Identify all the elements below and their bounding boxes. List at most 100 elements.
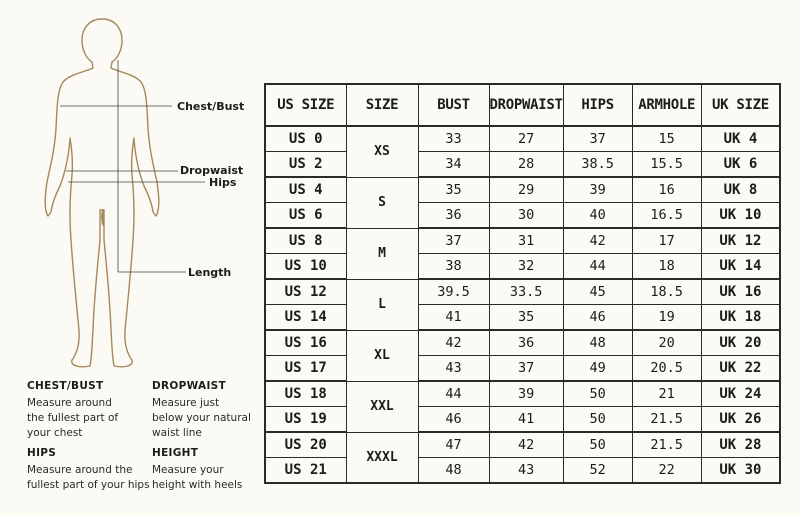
table-row: US 19 46 41 50 21.5 UK 26 xyxy=(264,406,781,433)
size-group-cell: M xyxy=(345,227,419,280)
hips-cell: 46 xyxy=(562,304,633,331)
bust-cell: 44 xyxy=(417,380,490,407)
size-group-cell: XS xyxy=(345,125,419,178)
us-size-cell: US 21 xyxy=(264,457,347,484)
us-size-cell: US 20 xyxy=(264,431,347,458)
uk-size-cell: UK 12 xyxy=(700,227,781,254)
uk-size-cell: UK 20 xyxy=(700,329,781,356)
bust-cell: 41 xyxy=(417,304,490,331)
bust-cell: 38 xyxy=(417,253,490,280)
table-row: US 14 41 35 46 19 UK 18 xyxy=(264,304,781,331)
us-size-cell: US 17 xyxy=(264,355,347,382)
hips-cell: 38.5 xyxy=(562,151,633,178)
hips-cell: 45 xyxy=(562,278,633,305)
dropwaist-cell: 41 xyxy=(488,406,564,433)
armhole-cell: 22 xyxy=(631,457,702,484)
callout-chest-bust: Chest/Bust xyxy=(177,100,245,113)
armhole-cell: 21.5 xyxy=(631,431,702,458)
table-row: US 12 L 39.5 33.5 45 18.5 UK 16 xyxy=(264,278,781,331)
dropwaist-cell: 27 xyxy=(488,125,564,152)
table-header-row: US SIZE SIZE BUST DROPWAIST HIPS ARMHOLE… xyxy=(264,83,781,127)
hips-cell: 50 xyxy=(562,406,633,433)
armhole-cell: 20 xyxy=(631,329,702,356)
armhole-cell: 18 xyxy=(631,253,702,280)
legend-text: Measure just below your natural waist li… xyxy=(152,397,251,439)
table-row: US 6 36 30 40 16.5 UK 10 xyxy=(264,202,781,229)
header-size: SIZE xyxy=(345,83,419,127)
us-size-cell: US 10 xyxy=(264,253,347,280)
table-row: US 18 XXL 44 39 50 21 UK 24 xyxy=(264,380,781,433)
bust-cell: 34 xyxy=(417,151,490,178)
body-outline xyxy=(44,18,160,368)
dropwaist-cell: 37 xyxy=(488,355,564,382)
armhole-cell: 15 xyxy=(631,125,702,152)
bust-cell: 42 xyxy=(417,329,490,356)
uk-size-cell: UK 22 xyxy=(700,355,781,382)
armhole-cell: 15.5 xyxy=(631,151,702,178)
hips-cell: 50 xyxy=(562,431,633,458)
bust-cell: 43 xyxy=(417,355,490,382)
legend-text: Measure your height with heels xyxy=(152,464,243,491)
armhole-cell: 16 xyxy=(631,176,702,203)
us-size-cell: US 16 xyxy=(264,329,347,356)
dropwaist-cell: 36 xyxy=(488,329,564,356)
body-silhouette-figure xyxy=(44,18,205,368)
dropwaist-cell: 42 xyxy=(488,431,564,458)
table-row: US 17 43 37 49 20.5 UK 22 xyxy=(264,355,781,382)
legend-title: CHEST/BUST xyxy=(27,380,104,392)
header-hips: HIPS xyxy=(562,83,633,127)
us-size-cell: US 19 xyxy=(264,406,347,433)
uk-size-cell: UK 16 xyxy=(700,278,781,305)
hips-cell: 42 xyxy=(562,227,633,254)
header-us-size: US SIZE xyxy=(264,83,347,127)
header-uk-size: UK SIZE xyxy=(700,83,781,127)
table-row: US 0 XS 33 27 37 15 UK 4 xyxy=(264,125,781,178)
header-armhole: ARMHOLE xyxy=(631,83,702,127)
callout-length: Length xyxy=(188,266,232,279)
legend-title: HIPS xyxy=(27,447,57,459)
measurement-lines xyxy=(60,60,205,273)
table-row: US 2 34 28 38.5 15.5 UK 6 xyxy=(264,151,781,178)
size-group-cell: S xyxy=(345,176,419,229)
us-size-cell: US 14 xyxy=(264,304,347,331)
bust-cell: 36 xyxy=(417,202,490,229)
legend-height: HEIGHT Measure your height with heels xyxy=(152,447,277,493)
us-size-cell: US 6 xyxy=(264,202,347,229)
hips-cell: 52 xyxy=(562,457,633,484)
armhole-cell: 21 xyxy=(631,380,702,407)
hips-cell: 39 xyxy=(562,176,633,203)
dropwaist-cell: 32 xyxy=(488,253,564,280)
us-size-cell: US 12 xyxy=(264,278,347,305)
hips-cell: 44 xyxy=(562,253,633,280)
legend-dropwaist: DROPWAIST Measure just below your natura… xyxy=(152,380,277,441)
dropwaist-cell: 39 xyxy=(488,380,564,407)
us-size-cell: US 8 xyxy=(264,227,347,254)
dropwaist-cell: 28 xyxy=(488,151,564,178)
armhole-cell: 17 xyxy=(631,227,702,254)
table-row: US 8 M 37 31 42 17 UK 12 xyxy=(264,227,781,280)
callout-hips: Hips xyxy=(209,176,237,189)
legend-title: DROPWAIST xyxy=(152,380,226,392)
uk-size-cell: UK 18 xyxy=(700,304,781,331)
dropwaist-cell: 31 xyxy=(488,227,564,254)
uk-size-cell: UK 26 xyxy=(700,406,781,433)
armhole-cell: 20.5 xyxy=(631,355,702,382)
dropwaist-cell: 35 xyxy=(488,304,564,331)
bust-cell: 37 xyxy=(417,227,490,254)
hips-cell: 50 xyxy=(562,380,633,407)
legend-text: Measure around the fullest part of your … xyxy=(27,397,119,439)
uk-size-cell: UK 30 xyxy=(700,457,781,484)
us-size-cell: US 0 xyxy=(264,125,347,152)
size-group-cell: L xyxy=(345,278,419,331)
size-group-cell: XXL xyxy=(345,380,419,433)
armhole-cell: 21.5 xyxy=(631,406,702,433)
bust-cell: 47 xyxy=(417,431,490,458)
uk-size-cell: UK 14 xyxy=(700,253,781,280)
hips-cell: 40 xyxy=(562,202,633,229)
uk-size-cell: UK 28 xyxy=(700,431,781,458)
armhole-cell: 19 xyxy=(631,304,702,331)
armhole-cell: 18.5 xyxy=(631,278,702,305)
uk-size-cell: UK 4 xyxy=(700,125,781,152)
header-bust: BUST xyxy=(417,83,490,127)
bust-cell: 46 xyxy=(417,406,490,433)
